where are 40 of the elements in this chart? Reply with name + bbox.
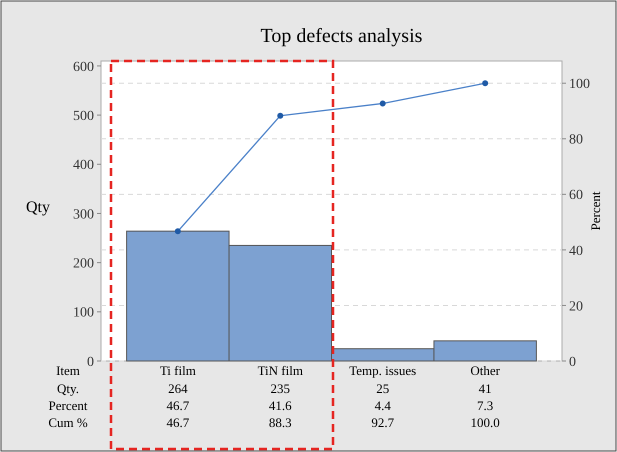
point	[482, 80, 488, 86]
x-tick-label: Ti film	[160, 363, 196, 378]
data-label: 88.3	[268, 415, 292, 430]
y-tick-label: 200	[73, 256, 94, 272]
data-label: 235	[270, 381, 290, 396]
text: Qty.	[57, 381, 79, 396]
data-label: 100.0	[470, 415, 500, 430]
data-label: 46.7	[166, 415, 190, 430]
y-tick-label: 400	[73, 158, 94, 174]
y2-tick-label: 100	[569, 77, 590, 92]
y-tick-label: 0	[87, 354, 94, 370]
y-tick-label: 500	[73, 109, 94, 124]
y2-tick-label: 80	[569, 132, 583, 148]
data-label: 25	[376, 381, 390, 396]
data-label: 92.7	[371, 415, 395, 430]
point	[174, 228, 181, 234]
y-tick-label: 100	[73, 306, 94, 321]
text: 7.3	[477, 398, 494, 413]
y2-axis-title: Percent	[588, 191, 603, 230]
y2-tick-label: 0	[569, 354, 576, 370]
x-tick-label: Temp. issues	[349, 363, 416, 378]
y-tick-label: 300	[73, 207, 94, 222]
data-label: 41	[478, 381, 492, 396]
y-axis-title: Qty	[26, 199, 50, 216]
text: Percent	[48, 398, 88, 413]
y2-tick-label: 60	[569, 188, 583, 204]
text: Cum %	[48, 415, 88, 430]
text: 41.6	[268, 398, 292, 413]
y-tick-label: 600	[73, 60, 94, 75]
text: Item	[56, 363, 80, 378]
data-label: 264	[168, 381, 188, 396]
y2-tick-label: 40	[569, 244, 583, 259]
text: 46.7	[166, 398, 190, 413]
point	[277, 112, 284, 119]
y2-tick-label: 20	[569, 299, 583, 314]
point	[380, 100, 386, 106]
text: 4.4	[374, 398, 392, 413]
x-tick-label: Other	[470, 363, 501, 378]
chart-title: Top defects analysis	[260, 25, 423, 47]
x-tick-label: TiN film	[258, 363, 303, 378]
